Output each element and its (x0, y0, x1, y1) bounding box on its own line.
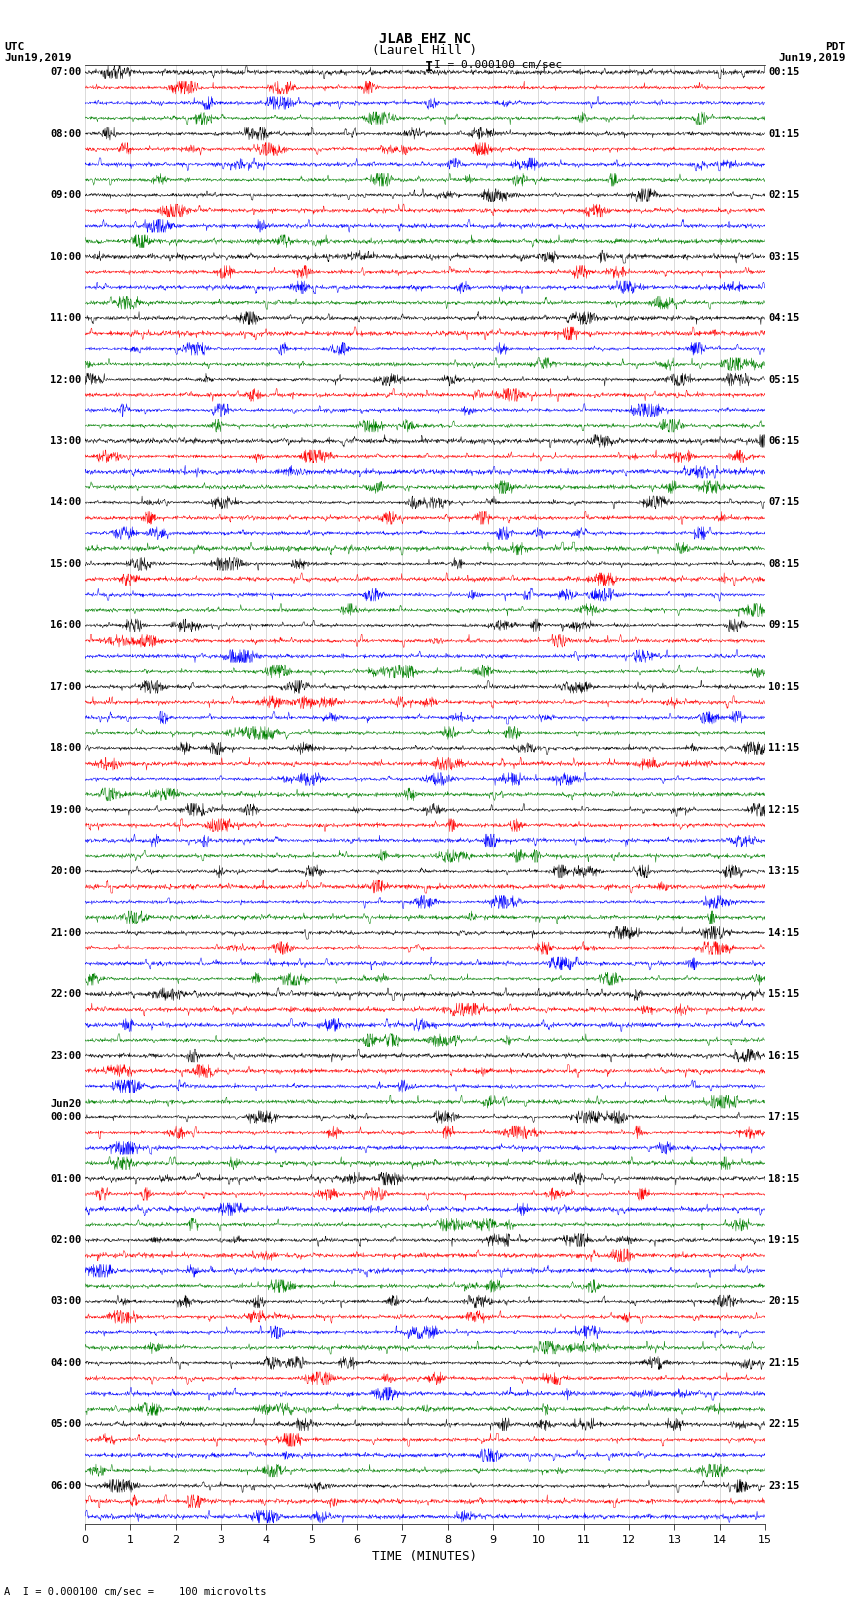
Text: 06:00: 06:00 (50, 1481, 82, 1490)
Text: 11:15: 11:15 (768, 744, 800, 753)
Text: 23:15: 23:15 (768, 1481, 800, 1490)
Text: Jun20: Jun20 (50, 1098, 82, 1110)
Text: 14:15: 14:15 (768, 927, 800, 937)
Text: 05:15: 05:15 (768, 374, 800, 384)
Text: Jun19,2019: Jun19,2019 (4, 53, 71, 63)
Text: 22:00: 22:00 (50, 989, 82, 998)
Text: Jun19,2019: Jun19,2019 (779, 53, 846, 63)
Text: 09:00: 09:00 (50, 190, 82, 200)
Text: 06:15: 06:15 (768, 436, 800, 445)
Text: 04:00: 04:00 (50, 1358, 82, 1368)
Text: 08:00: 08:00 (50, 129, 82, 139)
Text: PDT: PDT (825, 42, 846, 52)
Text: 01:00: 01:00 (50, 1174, 82, 1184)
Text: 01:15: 01:15 (768, 129, 800, 139)
Text: (Laurel Hill ): (Laurel Hill ) (372, 44, 478, 56)
Text: A  I = 0.000100 cm/sec =    100 microvolts: A I = 0.000100 cm/sec = 100 microvolts (4, 1587, 267, 1597)
Text: 23:00: 23:00 (50, 1050, 82, 1061)
Text: 14:00: 14:00 (50, 497, 82, 508)
Text: 21:15: 21:15 (768, 1358, 800, 1368)
X-axis label: TIME (MINUTES): TIME (MINUTES) (372, 1550, 478, 1563)
Text: 12:15: 12:15 (768, 805, 800, 815)
Text: 17:15: 17:15 (768, 1111, 800, 1123)
Text: 20:15: 20:15 (768, 1297, 800, 1307)
Text: 02:15: 02:15 (768, 190, 800, 200)
Text: 13:00: 13:00 (50, 436, 82, 445)
Text: I: I (425, 60, 434, 74)
Text: 05:00: 05:00 (50, 1419, 82, 1429)
Text: 19:00: 19:00 (50, 805, 82, 815)
Text: 07:00: 07:00 (50, 68, 82, 77)
Text: 15:15: 15:15 (768, 989, 800, 998)
Text: I = 0.000100 cm/sec: I = 0.000100 cm/sec (434, 60, 562, 69)
Text: 19:15: 19:15 (768, 1236, 800, 1245)
Text: 03:00: 03:00 (50, 1297, 82, 1307)
Text: 15:00: 15:00 (50, 560, 82, 569)
Text: 04:15: 04:15 (768, 313, 800, 323)
Text: 12:00: 12:00 (50, 374, 82, 384)
Text: 00:15: 00:15 (768, 68, 800, 77)
Text: 02:00: 02:00 (50, 1236, 82, 1245)
Text: 07:15: 07:15 (768, 497, 800, 508)
Text: 00:00: 00:00 (50, 1111, 82, 1123)
Text: 18:15: 18:15 (768, 1174, 800, 1184)
Text: 20:00: 20:00 (50, 866, 82, 876)
Text: 16:00: 16:00 (50, 621, 82, 631)
Text: 16:15: 16:15 (768, 1050, 800, 1061)
Text: 11:00: 11:00 (50, 313, 82, 323)
Text: JLAB EHZ NC: JLAB EHZ NC (379, 32, 471, 47)
Text: 21:00: 21:00 (50, 927, 82, 937)
Text: 10:00: 10:00 (50, 252, 82, 261)
Text: 10:15: 10:15 (768, 682, 800, 692)
Text: 22:15: 22:15 (768, 1419, 800, 1429)
Text: 09:15: 09:15 (768, 621, 800, 631)
Text: 13:15: 13:15 (768, 866, 800, 876)
Text: UTC: UTC (4, 42, 25, 52)
Text: 18:00: 18:00 (50, 744, 82, 753)
Text: 17:00: 17:00 (50, 682, 82, 692)
Text: 03:15: 03:15 (768, 252, 800, 261)
Text: 08:15: 08:15 (768, 560, 800, 569)
